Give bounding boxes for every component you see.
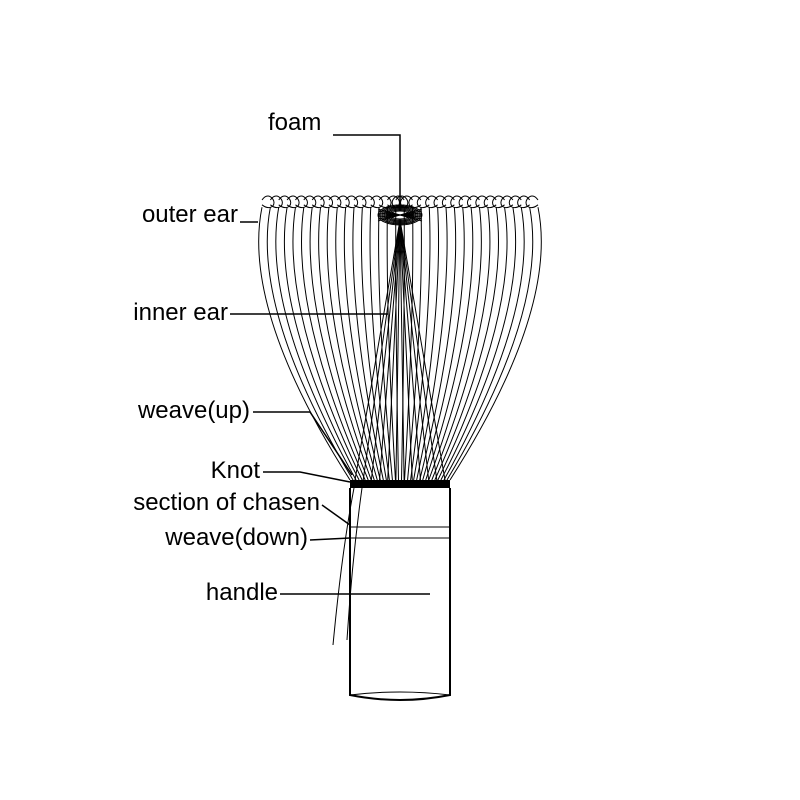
inner-tine [400, 220, 437, 480]
label-knot: Knot [211, 457, 261, 484]
leader-weaveup [253, 412, 352, 475]
inner-tine [400, 220, 429, 480]
leader-weavedn [310, 538, 350, 540]
label-foam: foam [268, 109, 321, 136]
leader-section [322, 505, 350, 525]
label-weavedn: weave(down) [164, 524, 308, 551]
inner-tine [363, 220, 400, 480]
knot-band [350, 480, 450, 488]
inner-tine [371, 220, 400, 480]
leader-knot [263, 472, 350, 482]
label-handle: handle [206, 579, 278, 606]
outer-tine [435, 207, 499, 480]
outer-tine [302, 207, 366, 480]
handle-bottom-inner [350, 692, 450, 695]
label-outer: outer ear [142, 201, 238, 228]
label-weaveup: weave(up) [137, 397, 250, 424]
label-section: section of chasen [133, 489, 320, 516]
label-inner: inner ear [133, 299, 228, 326]
